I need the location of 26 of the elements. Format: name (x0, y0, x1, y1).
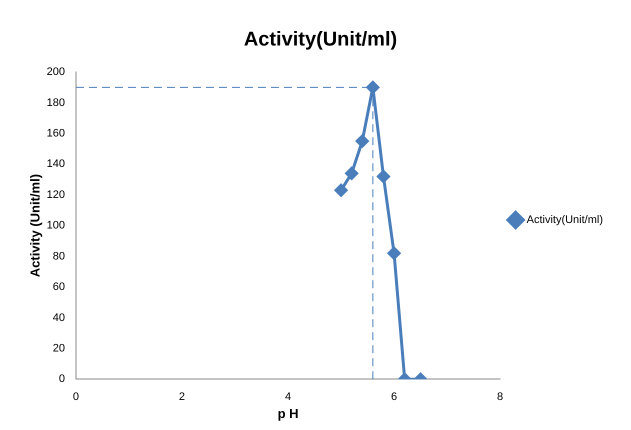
point (334, 184, 348, 197)
legend-label: Activity(Unit/ml) (526, 214, 604, 226)
y-tick-label: 20 (52, 342, 65, 355)
point (356, 134, 369, 148)
y-tick-label: 100 (46, 220, 65, 232)
point (376, 170, 390, 183)
y-tick-label: 140 (46, 158, 65, 170)
chart-title: Activity(Unit/ml) (244, 28, 398, 51)
x-tick-label: 8 (497, 390, 504, 403)
y-tick-label: 80 (52, 250, 65, 262)
x-tick-label: 4 (284, 390, 292, 403)
x-tick-label: 6 (391, 390, 398, 403)
y-tick-label: 160 (46, 127, 65, 140)
y-tick-label: 60 (52, 281, 65, 294)
y-axis-title: Activity (Unit/ml) (27, 174, 42, 278)
y-tick-label: 120 (46, 188, 65, 201)
y-tick-label: 0 (58, 373, 65, 386)
y-tick-label: 200 (46, 66, 65, 78)
x-tick-label: 0 (72, 390, 80, 403)
x-tick-label: 2 (178, 390, 186, 403)
point (388, 246, 401, 260)
point (345, 166, 358, 180)
y-tick-label: 180 (46, 96, 65, 109)
point (366, 80, 380, 94)
x-axis-title: p H (278, 406, 299, 421)
y-tick-label: 40 (52, 312, 65, 324)
